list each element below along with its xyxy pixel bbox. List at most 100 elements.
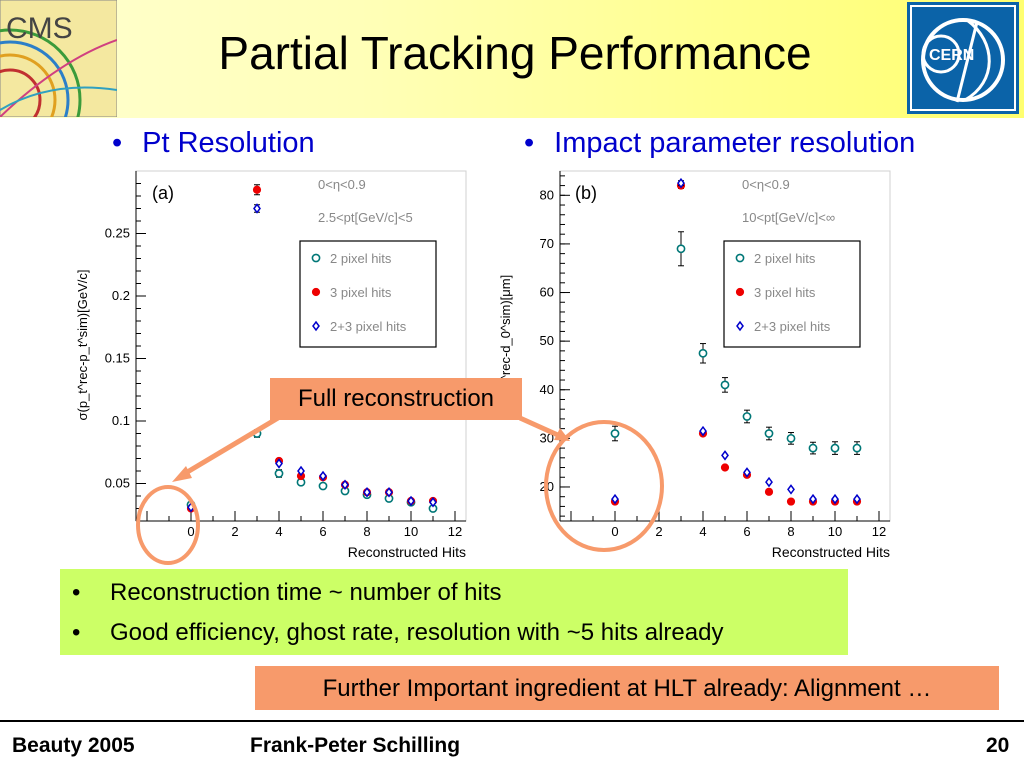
data-point-23pix <box>297 465 305 477</box>
data-point-23pix <box>319 470 327 482</box>
cut-label: 10<pt[GeV/c]<∞ <box>742 210 835 225</box>
y-tick-label: 60 <box>540 285 554 300</box>
x-tick-label: 6 <box>319 524 326 539</box>
x-tick-label: 0 <box>611 524 618 539</box>
data-point-23pix <box>765 476 773 488</box>
header-band <box>0 0 1024 118</box>
data-point-23pix <box>385 487 393 498</box>
y-axis-label: σ(p_t^rec-p_t^sim)[GeV/c] <box>75 270 90 421</box>
y-tick-label: 0.2 <box>112 288 130 303</box>
cut-label: 0<η<0.9 <box>742 177 790 192</box>
bullet-pt-resolution: • Pt Resolution <box>112 127 315 160</box>
x-tick-label: 6 <box>743 524 750 539</box>
data-point-3pix <box>252 185 262 194</box>
x-tick-label: 4 <box>275 524 282 539</box>
data-point-3pix <box>735 287 745 297</box>
data-point-23pix <box>831 493 839 505</box>
x-axis-label: Reconstructed Hits <box>772 544 890 560</box>
data-point-3pix <box>764 487 774 496</box>
callout-arrow-left <box>172 415 280 482</box>
legend-label: 3 pixel hits <box>754 285 816 300</box>
data-point-2pix <box>735 253 745 263</box>
data-point-2pix <box>720 380 730 390</box>
data-point-23pix <box>677 177 685 189</box>
x-tick-label: 10 <box>404 524 418 539</box>
data-point-23pix <box>736 320 744 332</box>
data-point-23pix <box>341 479 349 490</box>
data-point-23pix <box>407 495 415 507</box>
x-tick-label: 10 <box>828 524 842 539</box>
legend-label: 2+3 pixel hits <box>330 319 407 334</box>
footer-page-number: 20 <box>986 734 1010 757</box>
data-point-2pix <box>318 481 328 491</box>
impact-parameter-heading: Impact parameter resolution <box>554 127 916 159</box>
data-point-23pix <box>429 497 437 508</box>
y-tick-label: 80 <box>540 187 554 202</box>
callout-arrow-right <box>518 415 570 441</box>
data-point-2pix <box>764 429 774 438</box>
chart-pt-resolution: 0 2 4 6 8 10 12 0.05 0.1 0.15 0.2 0.25 Reconstructed… <box>75 170 467 560</box>
data-point-2pix <box>610 429 620 438</box>
data-point-3pix <box>311 287 321 297</box>
highlight-circle-a <box>136 485 200 565</box>
page-title: Partial Tracking Performance <box>218 27 812 79</box>
x-tick-label: 2 <box>655 524 662 539</box>
legend-label: 2 pixel hits <box>330 251 392 266</box>
bullet-marker: • <box>524 127 535 159</box>
pt-resolution-heading: Pt Resolution <box>142 127 315 159</box>
data-point-23pix <box>611 493 619 505</box>
footer-divider <box>0 720 1024 722</box>
x-axis-label: Reconstructed Hits <box>348 544 466 560</box>
data-point-23pix <box>312 320 320 332</box>
footer-event: Beauty 2005 <box>12 734 135 757</box>
summary-item: • Good efficiency, ghost rate, resolution… <box>72 619 723 647</box>
y-tick-label: 0.05 <box>105 476 130 491</box>
data-point-23pix <box>721 450 729 461</box>
alignment-note: Further Important ingredient at HLT alre… <box>255 666 999 710</box>
x-tick-label: 0 <box>187 524 194 539</box>
data-point-3pix <box>786 497 796 506</box>
summary-text: Reconstruction time ~ number of hits <box>110 579 502 606</box>
footer-author: Frank-Peter Schilling <box>250 734 461 757</box>
data-point-23pix <box>743 467 751 478</box>
data-point-2pix <box>808 443 818 453</box>
x-tick-label: 12 <box>448 524 462 539</box>
data-point-23pix <box>809 493 817 505</box>
x-tick-label: 4 <box>699 524 706 539</box>
legend-label: 2+3 pixel hits <box>754 319 831 334</box>
data-point-23pix <box>853 493 861 505</box>
highlight-circle-b <box>544 420 664 552</box>
y-tick-label: 0.1 <box>112 413 130 428</box>
x-tick-label: 8 <box>363 524 370 539</box>
y-tick-label: 70 <box>540 236 554 251</box>
data-point-3pix <box>720 463 730 472</box>
legend-label: 2 pixel hits <box>754 251 816 266</box>
data-point-2pix <box>698 348 708 358</box>
panel-label: (a) <box>152 183 174 203</box>
cut-label: 0<η<0.9 <box>318 177 366 192</box>
x-tick-label: 2 <box>231 524 238 539</box>
data-point-2pix <box>742 412 752 421</box>
data-point-23pix <box>699 425 707 437</box>
data-point-2pix <box>852 443 862 453</box>
bullet-marker: • <box>72 619 81 646</box>
cern-logo-text: CERN <box>929 47 974 64</box>
bullet-marker: • <box>72 579 81 606</box>
data-point-23pix <box>275 458 283 469</box>
cut-label: 2.5<pt[GeV/c]<5 <box>318 210 413 225</box>
y-tick-label: 50 <box>540 333 554 348</box>
legend-box <box>723 240 861 348</box>
data-point-2pix <box>676 244 686 254</box>
data-point-2pix <box>830 443 840 453</box>
bullet-marker: • <box>112 127 123 159</box>
panel-label: (b) <box>575 183 597 203</box>
summary-text: Good efficiency, ghost rate, resolution … <box>110 619 724 646</box>
y-tick-label: 0.15 <box>105 351 130 366</box>
cms-logo: CMS <box>0 0 117 117</box>
cern-logo: CERN <box>907 2 1019 114</box>
data-point-23pix <box>787 484 795 495</box>
legend-box <box>299 240 437 348</box>
data-point-2pix <box>311 253 321 263</box>
